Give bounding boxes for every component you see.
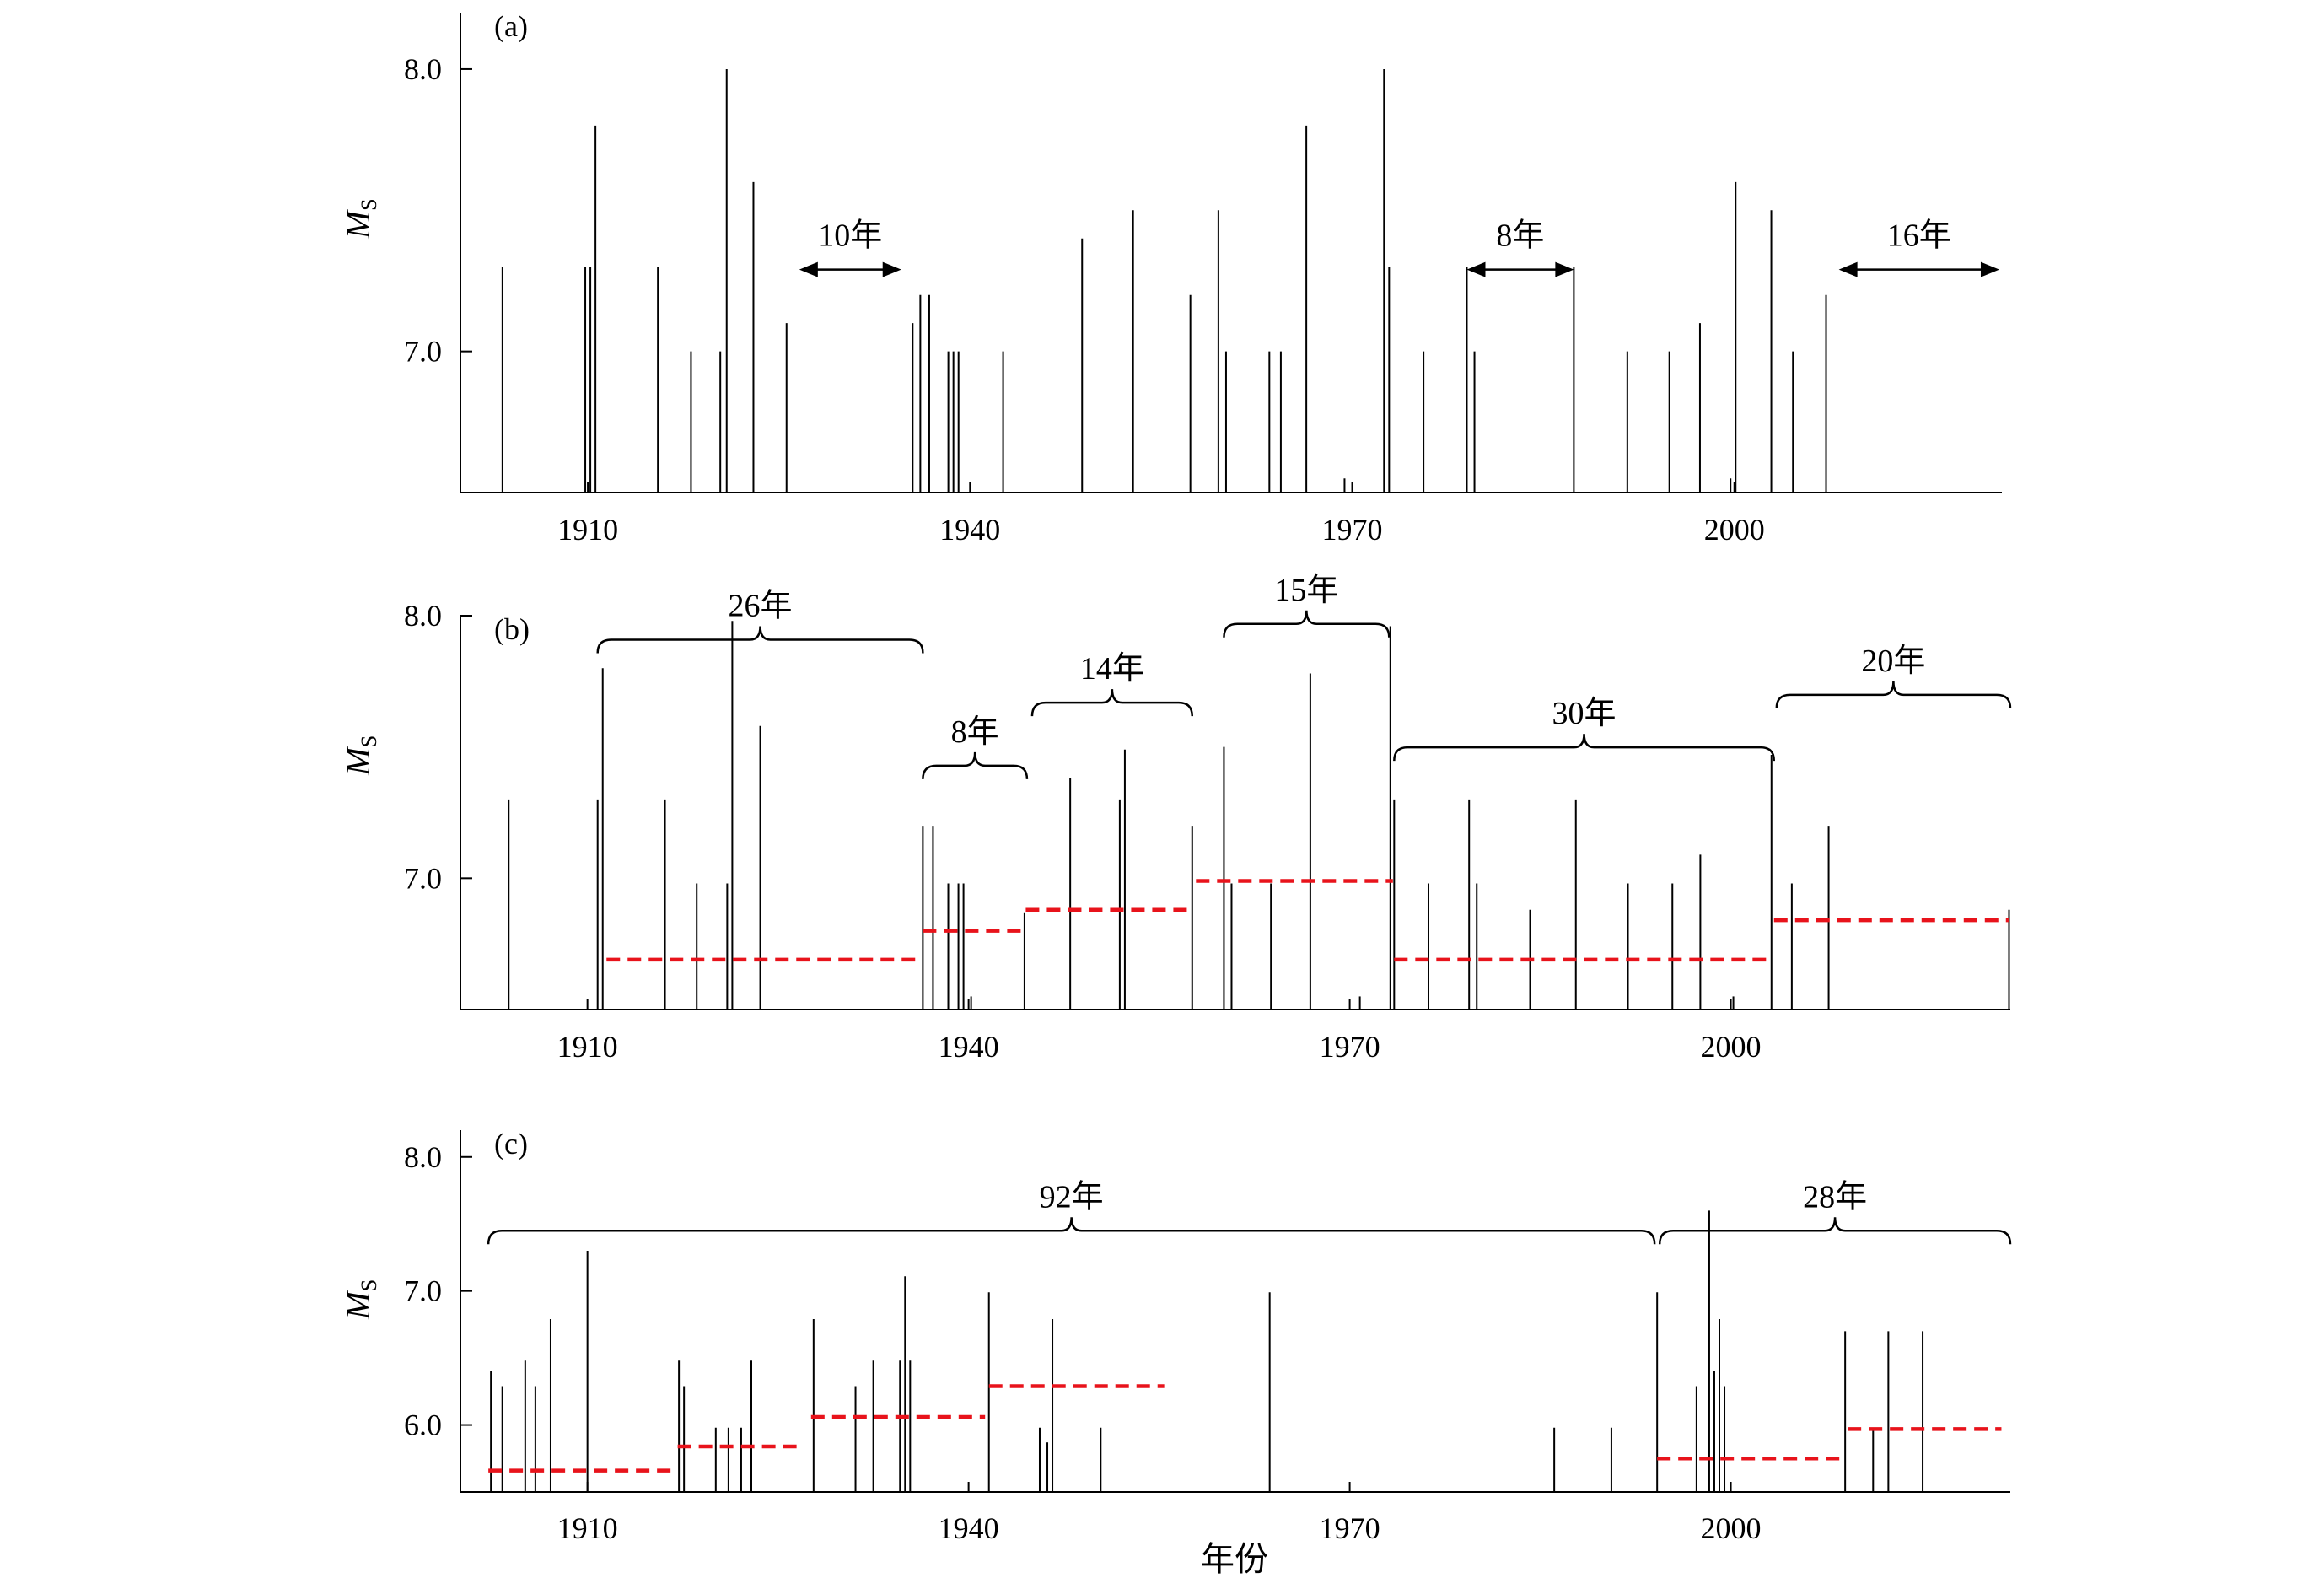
panel-b-label: (b) xyxy=(494,612,530,646)
panel-a-x-tick-label: 2000 xyxy=(1704,513,1765,547)
panel-a-x-tick-label: 1970 xyxy=(1322,513,1383,547)
panel-a-x-tick-label: 1910 xyxy=(557,513,618,547)
panel-b-annotations: 26年 8年 14年 15年 30年 20年 xyxy=(596,573,2012,779)
panel-a-x-tick-label: 1940 xyxy=(939,513,1000,547)
panel-a-arrowhead-right xyxy=(1555,261,1574,277)
panel-b-x-tick-label: 1910 xyxy=(557,1030,618,1064)
panel-b: 7.0 8.0 1910 1940 1970 2000 26年 8年 14年 15年 30年 20年… xyxy=(339,573,2012,1064)
panel-b-interval-brace xyxy=(1030,689,1194,717)
panel-b-bars xyxy=(508,621,2010,1010)
panel-a-y-tick-label: 8.0 xyxy=(404,52,442,86)
panel-b-interval-label: 30年 xyxy=(1552,696,1617,731)
panel-b-interval-brace xyxy=(1223,610,1391,638)
panel-c-mean-lines xyxy=(488,1384,2002,1473)
panel-a-label: (a) xyxy=(494,9,528,43)
panel-c-interval-brace xyxy=(1658,1217,2012,1245)
panel-a-arrowhead-right xyxy=(1980,261,1999,277)
panel-a-arrowhead-left xyxy=(1466,261,1486,277)
panel-c-x-tick-label: 2000 xyxy=(1701,1511,1762,1545)
panel-b-x-tick-label: 2000 xyxy=(1701,1030,1762,1064)
panel-b-interval-brace xyxy=(1393,734,1776,762)
panel-c-axes: 6.0 7.0 8.0 1910 1940 1970 2000 xyxy=(404,1130,2010,1545)
panel-c-y-tick-label: 6.0 xyxy=(404,1408,442,1442)
panel-c: 6.0 7.0 8.0 1910 1940 1970 2000 92年 28年 (c) MS xyxy=(339,1127,2012,1545)
panel-c-bars xyxy=(490,1210,1924,1492)
panel-a-ylabel: MS xyxy=(339,198,381,240)
panel-c-interval-brace xyxy=(487,1217,1656,1245)
panel-c-y-tick-label: 7.0 xyxy=(404,1274,442,1308)
panel-c-interval-label: 92年 xyxy=(1040,1179,1104,1214)
panel-a-interval-label: 16年 xyxy=(1887,218,1951,254)
panel-b-interval-brace xyxy=(1775,681,2012,708)
panel-c-x-tick-label: 1970 xyxy=(1320,1511,1380,1545)
panel-b-interval-label: 15年 xyxy=(1274,573,1338,608)
panel-b-mean-lines xyxy=(606,879,2009,962)
panel-b-y-tick-label: 7.0 xyxy=(404,861,442,895)
panel-c-y-tick-label: 8.0 xyxy=(404,1140,442,1174)
panel-b-x-tick-label: 1970 xyxy=(1320,1030,1380,1064)
panel-a-interval-label: 10年 xyxy=(818,218,882,254)
x-axis-label: 年份 xyxy=(1201,1540,1268,1578)
panel-b-x-tick-label: 1940 xyxy=(939,1030,999,1064)
panel-a-arrowhead-right xyxy=(882,261,901,277)
panel-a: 7.0 8.0 1910 1940 1970 2000 10年 8年 16年 (a) MS xyxy=(339,9,2002,547)
panel-c-label: (c) xyxy=(494,1127,528,1161)
panel-c-annotations: 92年 28年 xyxy=(487,1179,2012,1245)
panel-b-interval-label: 8年 xyxy=(951,714,999,750)
panel-a-annotations: 10年 8年 16年 xyxy=(799,218,1999,277)
panel-c-interval-label: 28年 xyxy=(1803,1179,1867,1214)
panel-a-bars xyxy=(501,68,1827,493)
panel-b-interval-label: 20年 xyxy=(1861,644,1925,679)
panel-b-ylabel: MS xyxy=(339,735,381,777)
panel-c-x-tick-label: 1910 xyxy=(557,1511,618,1545)
panel-c-x-tick-label: 1940 xyxy=(939,1511,999,1545)
panel-b-interval-label: 14年 xyxy=(1080,651,1144,687)
panel-a-arrowhead-left xyxy=(1838,261,1858,277)
panel-a-y-tick-label: 7.0 xyxy=(404,335,442,369)
panel-b-interval-brace xyxy=(596,626,924,654)
panel-a-axes: 7.0 8.0 1910 1940 1970 2000 xyxy=(404,13,2002,547)
panel-b-interval-label: 26年 xyxy=(729,588,793,623)
panel-a-interval-label: 8年 xyxy=(1496,218,1544,254)
panel-b-y-tick-label: 8.0 xyxy=(404,599,442,633)
panel-c-ylabel: MS xyxy=(339,1279,381,1321)
panel-b-interval-brace xyxy=(922,751,1029,779)
panel-a-arrowhead-left xyxy=(799,261,818,277)
panel-b-axes: 7.0 8.0 1910 1940 1970 2000 xyxy=(404,599,2010,1064)
